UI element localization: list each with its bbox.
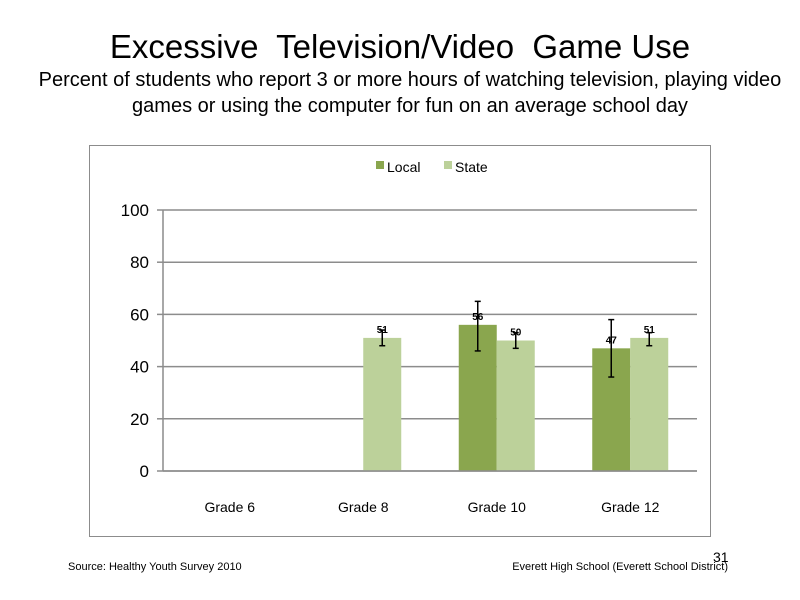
legend-swatch-state [444, 161, 452, 169]
data-label: 47 [606, 335, 618, 346]
legend-label-local: Local [387, 159, 420, 175]
y-tick-label: 60 [130, 305, 149, 324]
page-number: 31 [713, 549, 729, 565]
y-tick-label: 100 [121, 201, 149, 220]
legend-label-state: State [455, 159, 488, 175]
legend-swatch-local [376, 161, 384, 169]
organization-note: Everett High School (Everett School Dist… [512, 561, 728, 573]
data-label: 50 [510, 328, 522, 339]
y-tick-label: 0 [140, 462, 149, 481]
data-label: 56 [472, 312, 484, 323]
chart-area [89, 145, 711, 537]
data-label: 51 [644, 325, 656, 336]
y-tick-label: 40 [130, 358, 149, 377]
y-tick-label: 20 [130, 410, 149, 429]
bar-state [496, 340, 535, 471]
data-label: 51 [377, 325, 389, 336]
source-note: Source: Healthy Youth Survey 2010 [68, 561, 242, 573]
x-tick-label: Grade 8 [338, 499, 389, 515]
bar-state [630, 337, 669, 471]
chart-subtitle: Percent of students who report 3 or more… [38, 69, 782, 117]
chart-title: Excessive Television/Video Game Use [109, 28, 691, 65]
bar-state [363, 337, 402, 471]
x-tick-label: Grade 12 [601, 499, 660, 515]
x-tick-label: Grade 6 [204, 499, 255, 515]
x-tick-label: Grade 10 [468, 499, 527, 515]
y-tick-label: 80 [130, 253, 149, 272]
